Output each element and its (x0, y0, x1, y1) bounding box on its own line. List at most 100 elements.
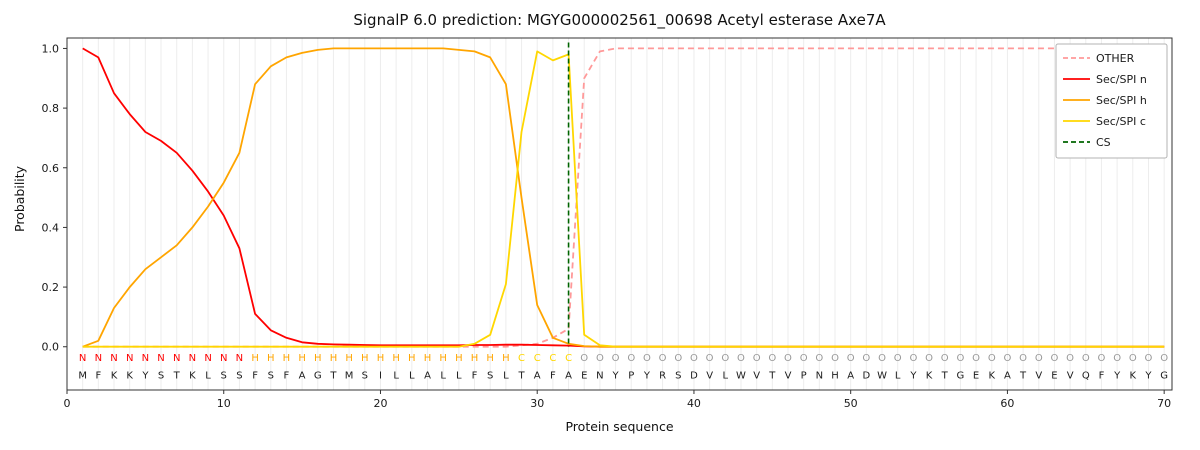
gridlines (82, 38, 1165, 390)
sequence-letter: Q (1082, 371, 1090, 382)
x-tick-label: 0 (64, 397, 71, 410)
region-letter: O (706, 353, 714, 364)
sequence-letter: E (581, 371, 587, 382)
sequence-letter: P (801, 371, 807, 382)
sequence-letter: A (299, 371, 306, 382)
region-letter: O (1003, 353, 1011, 364)
sequence-letter: K (1130, 371, 1137, 382)
sequence-letter: A (847, 371, 854, 382)
sequence-letter: F (252, 371, 258, 382)
region-letter: N (95, 353, 102, 364)
region-letter: O (659, 353, 667, 364)
x-tick-label: 10 (217, 397, 231, 410)
region-letter: H (408, 353, 416, 364)
x-tick-label: 50 (844, 397, 858, 410)
y-tick-label: 0.4 (42, 221, 60, 234)
sequence-letter: I (379, 371, 382, 382)
sequence-letter: E (973, 371, 979, 382)
sequence-letter: A (1004, 371, 1011, 382)
series-sec-spi-n (82, 47, 1165, 348)
sequence-letter: F (284, 371, 290, 382)
sequence-letter: V (706, 371, 713, 382)
sequence-letter: V (785, 371, 792, 382)
sequence-letter: L (393, 371, 399, 382)
region-letter: H (330, 353, 338, 364)
region-letter: H (502, 353, 510, 364)
region-letter: O (643, 353, 651, 364)
region-letter: O (784, 353, 792, 364)
sequence-letter: A (424, 371, 431, 382)
region-letter: H (345, 353, 353, 364)
region-letter: O (941, 353, 949, 364)
region-letter: O (1145, 353, 1153, 364)
legend-entry-label: OTHER (1096, 52, 1135, 65)
sequence-letter: L (205, 371, 211, 382)
region-letter: H (361, 353, 369, 364)
region-letter: O (878, 353, 886, 364)
sequence-letter: M (345, 371, 354, 382)
x-tick-label: 40 (687, 397, 701, 410)
y-tick-label: 0.2 (42, 281, 60, 294)
region-letter: O (1098, 353, 1106, 364)
sequence-letter: L (409, 371, 415, 382)
legend-box (1055, 43, 1168, 159)
region-letter: N (236, 353, 243, 364)
x-axis-ticks: 0 10 20 30 40 50 60 70 (64, 390, 1171, 410)
sequence-letter: G (1160, 371, 1168, 382)
region-letter: O (1160, 353, 1168, 364)
sequence-letter: W (736, 371, 746, 382)
sequence-letter: S (221, 371, 227, 382)
sequence-letter: S (487, 371, 493, 382)
y-tick-label: 0.0 (42, 341, 60, 354)
sequence-letter: E (1051, 371, 1057, 382)
sequence-letter: A (565, 371, 572, 382)
region-letter: O (1129, 353, 1137, 364)
sequence-letter: V (1067, 371, 1074, 382)
region-letter: O (1066, 353, 1074, 364)
region-letter: O (894, 353, 902, 364)
sequence-letter: K (111, 371, 118, 382)
y-tick-label: 0.6 (42, 162, 60, 175)
region-letter: H (283, 353, 291, 364)
region-letter: H (424, 353, 432, 364)
sequence-letter: G (957, 371, 965, 382)
region-letter: N (173, 353, 180, 364)
region-letter: N (189, 353, 196, 364)
sequence-letter: D (863, 371, 871, 382)
region-letter: H (314, 353, 322, 364)
y-axis-ticks: 0.0 0.2 0.4 0.6 0.8 1.0 (42, 42, 67, 354)
region-letter: O (815, 353, 823, 364)
region-letter: N (142, 353, 149, 364)
x-tick-label: 20 (373, 397, 387, 410)
sequence-letter: Y (141, 371, 149, 382)
region-letter: N (126, 353, 133, 364)
region-letter: C (565, 353, 572, 364)
series-other (82, 47, 1165, 348)
region-letter: N (157, 353, 164, 364)
series-sec-spi-c (82, 50, 1165, 348)
region-letter: O (612, 353, 620, 364)
region-letter: C (534, 353, 541, 364)
sequence-letter: S (362, 371, 368, 382)
sequence-letter: T (941, 371, 949, 382)
sequence-letter: L (895, 371, 901, 382)
sequence-letter: G (314, 371, 322, 382)
sequence-letter: F (1099, 371, 1105, 382)
legend-entry-label: Sec/SPI c (1096, 115, 1146, 128)
region-letter: O (925, 353, 933, 364)
sequence-letter: D (690, 371, 698, 382)
region-letter: N (110, 353, 117, 364)
region-letter: O (596, 353, 604, 364)
region-letter: O (1082, 353, 1090, 364)
region-letter: N (204, 353, 211, 364)
sequence-letter: V (1035, 371, 1042, 382)
region-letter: O (768, 353, 776, 364)
sequence-letter: S (236, 371, 242, 382)
y-tick-label: 1.0 (42, 42, 60, 55)
x-tick-label: 70 (1157, 397, 1171, 410)
region-letter: O (800, 353, 808, 364)
sequence-letter: K (988, 371, 995, 382)
legend: OTHER Sec/SPI n Sec/SPI h Sec/SPI c CS (1055, 43, 1168, 159)
